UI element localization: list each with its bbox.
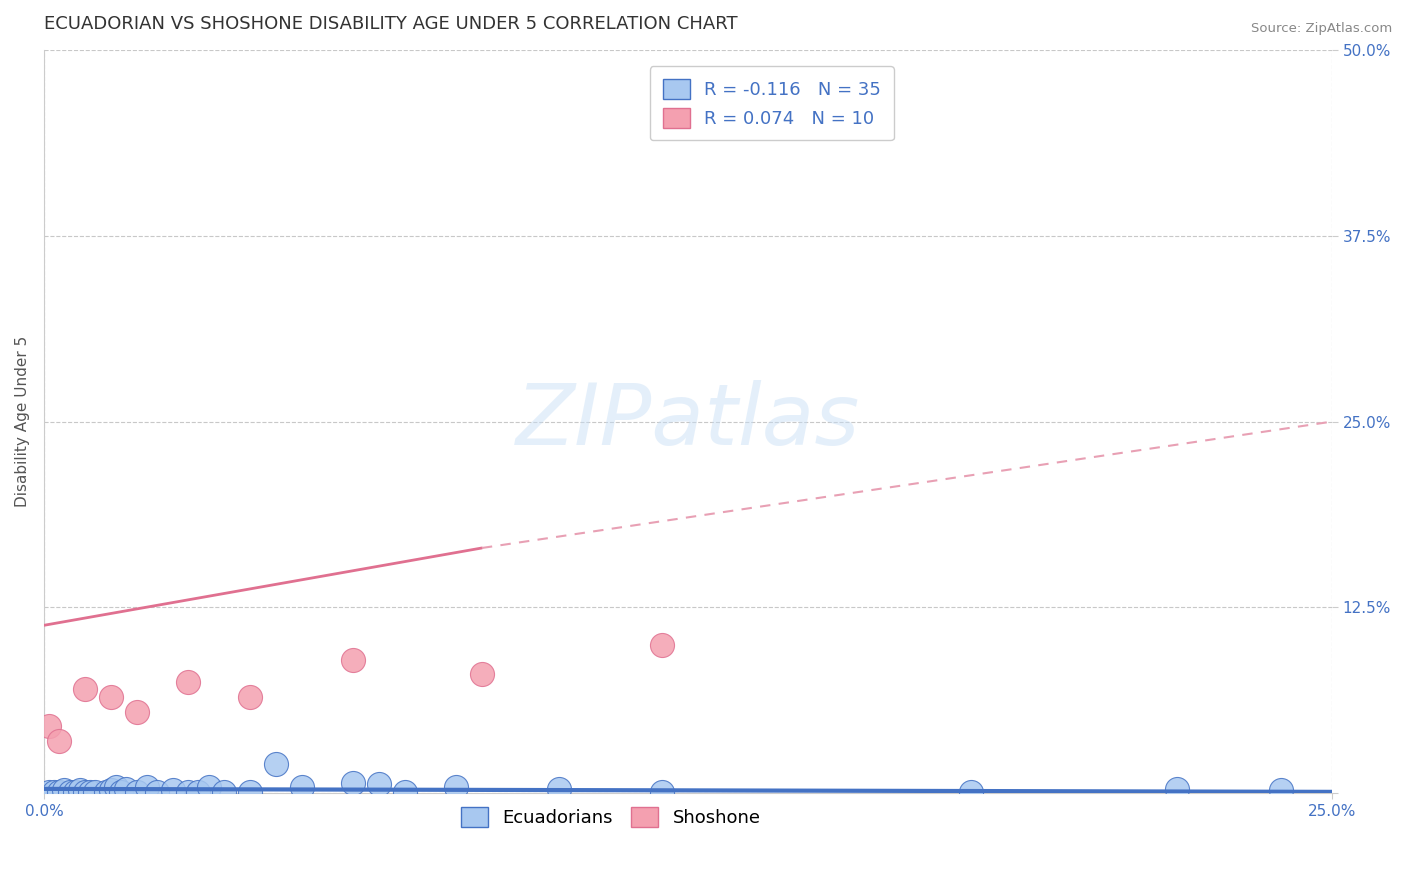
Point: [53, 783, 76, 797]
Point: [44, 785, 66, 799]
Point: [100, 690, 122, 704]
Point: [197, 780, 219, 795]
Point: [63, 785, 86, 799]
Point: [239, 785, 262, 799]
Text: ZIPatlas: ZIPatlas: [516, 380, 860, 463]
Legend: Ecuadorians, Shoshone: Ecuadorians, Shoshone: [451, 798, 769, 837]
Y-axis label: Disability Age Under 5: Disability Age Under 5: [15, 336, 30, 508]
Point: [75, 682, 97, 697]
Point: [110, 785, 132, 799]
Text: Source: ZipAtlas.com: Source: ZipAtlas.com: [1251, 22, 1392, 36]
Point: [125, 705, 148, 719]
Point: [177, 674, 200, 689]
Point: [48, 785, 70, 799]
Point: [651, 638, 673, 652]
Point: [48, 734, 70, 748]
Point: [38, 719, 60, 733]
Point: [94, 785, 117, 799]
Point: [342, 652, 364, 666]
Point: [1270, 783, 1292, 797]
Point: [239, 690, 262, 704]
Point: [177, 785, 200, 799]
Point: [59, 785, 82, 799]
Point: [84, 785, 107, 799]
Point: [146, 785, 169, 799]
Point: [75, 785, 97, 799]
Point: [105, 780, 128, 795]
Point: [38, 785, 60, 799]
Point: [79, 785, 101, 799]
Point: [444, 780, 467, 795]
Point: [136, 780, 159, 795]
Point: [548, 781, 571, 796]
Point: [394, 785, 416, 799]
Point: [212, 785, 235, 799]
Point: [162, 783, 184, 797]
Point: [651, 785, 673, 799]
Text: ECUADORIAN VS SHOSHONE DISABILITY AGE UNDER 5 CORRELATION CHART: ECUADORIAN VS SHOSHONE DISABILITY AGE UN…: [44, 15, 738, 33]
Point: [264, 756, 287, 771]
Point: [367, 777, 389, 791]
Point: [100, 783, 122, 797]
Point: [960, 785, 983, 799]
Point: [69, 783, 91, 797]
Point: [290, 780, 312, 795]
Point: [115, 781, 138, 796]
Point: [471, 667, 494, 681]
Point: [187, 785, 209, 799]
Point: [125, 785, 148, 799]
Point: [342, 776, 364, 790]
Point: [1166, 781, 1188, 796]
